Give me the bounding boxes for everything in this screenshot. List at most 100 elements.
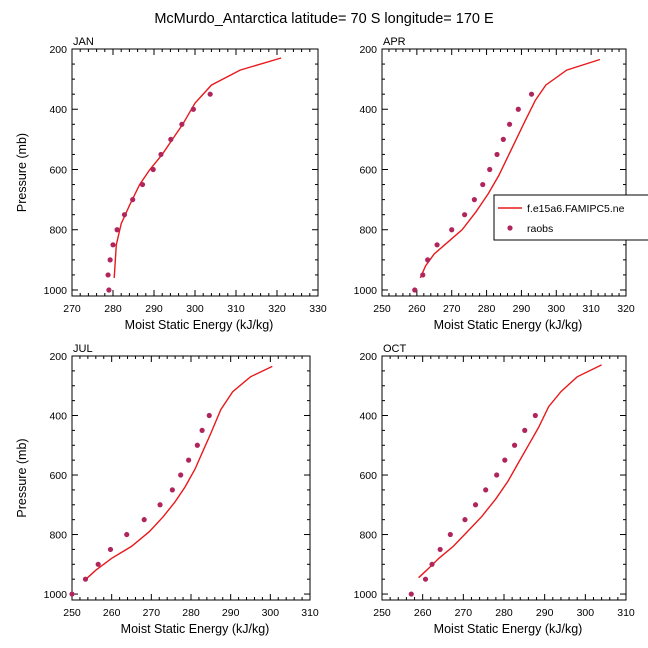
obs-point bbox=[124, 531, 130, 538]
legend-box bbox=[493, 194, 648, 241]
series-line-model bbox=[113, 57, 282, 278]
x-tick-label: 310 bbox=[582, 303, 600, 315]
y-tick-label: 600 bbox=[359, 470, 377, 482]
x-tick-label: 320 bbox=[268, 303, 286, 315]
y-axis-title: Pressure (mb) bbox=[15, 133, 29, 212]
obs-point bbox=[150, 166, 156, 173]
obs-point bbox=[121, 212, 128, 218]
y-tick-label: 200 bbox=[359, 44, 377, 56]
y-tick-label: 800 bbox=[49, 225, 67, 237]
obs-point bbox=[422, 576, 429, 582]
obs-point bbox=[194, 442, 200, 448]
obs-point bbox=[462, 517, 468, 523]
obs-point bbox=[437, 546, 443, 553]
plot-frame bbox=[71, 355, 311, 601]
x-tick-label: 260 bbox=[408, 303, 426, 315]
obs-point bbox=[480, 181, 486, 188]
y-tick-label: 800 bbox=[49, 530, 67, 542]
panel-jan: 270 280 290 300 310 320 330 200 400 600 800 1000 JAN… bbox=[15, 36, 327, 332]
legend: f.e15a6.FAMIPC5.ne raobs bbox=[493, 194, 648, 241]
obs-point bbox=[114, 227, 120, 233]
obs-point bbox=[69, 591, 75, 597]
y-axis-title: Pressure (mb) bbox=[15, 438, 29, 517]
y-tick-label: 600 bbox=[359, 164, 377, 176]
x-tick-label: 310 bbox=[227, 303, 245, 315]
obs-point bbox=[447, 531, 453, 538]
x-tick-label: 270 bbox=[63, 303, 81, 315]
obs-point bbox=[82, 576, 89, 582]
obs-point bbox=[130, 197, 136, 203]
x-axis-title: Moist Static Energy (kJ/kg) bbox=[121, 622, 270, 636]
x-tick-label: 250 bbox=[373, 607, 391, 619]
x-tick-label: 280 bbox=[478, 303, 496, 315]
y-tick-label: 1000 bbox=[44, 589, 68, 601]
panel-jul: 250 260 270 280 290 300 310 200 400 600 800 1000 JUL… bbox=[15, 343, 319, 636]
x-tick-label: 250 bbox=[373, 303, 391, 315]
chart-panels: 270 280 290 300 310 320 330 200 400 600 800 1000 JAN… bbox=[15, 36, 635, 636]
obs-point bbox=[528, 91, 535, 97]
y-tick-label: 1000 bbox=[44, 285, 68, 297]
obs-point bbox=[207, 91, 213, 97]
y-tick-label: 200 bbox=[359, 351, 377, 363]
series-line-model bbox=[419, 58, 601, 279]
x-tick-label: 300 bbox=[186, 303, 204, 315]
figure-title: McMurdo_Antarctica latitude= 70 S longit… bbox=[154, 11, 494, 27]
y-tick-label: 1000 bbox=[354, 285, 378, 297]
y-tick-label: 800 bbox=[359, 530, 377, 542]
obs-point bbox=[141, 517, 147, 523]
obs-point bbox=[462, 212, 468, 218]
panel-label: APR bbox=[383, 36, 406, 48]
x-tick-label: 280 bbox=[495, 607, 513, 619]
x-tick-label: 270 bbox=[455, 607, 473, 619]
x-tick-label: 280 bbox=[104, 303, 122, 315]
x-tick-label: 300 bbox=[577, 607, 595, 619]
panel-apr: 250 260 270 280 290 300 310 320 200 400 600 800 1000… bbox=[354, 36, 635, 332]
series-line-model bbox=[418, 364, 602, 579]
obs-point bbox=[420, 272, 426, 278]
x-tick-label: 290 bbox=[513, 303, 531, 315]
y-tick-label: 800 bbox=[359, 225, 377, 237]
panel-label: OCT bbox=[383, 343, 407, 355]
panel-oct: 250 260 270 280 290 300 310 200 400 600 800 1000 OCT… bbox=[354, 343, 635, 636]
y-tick-label: 600 bbox=[49, 164, 67, 176]
obs-point bbox=[157, 502, 163, 508]
x-tick-label: 280 bbox=[182, 607, 200, 619]
x-axis-title: Moist Static Energy (kJ/kg) bbox=[434, 318, 583, 332]
y-tick-label: 1000 bbox=[354, 589, 378, 601]
obs-point bbox=[449, 227, 455, 233]
legend-entry-label: raobs bbox=[527, 223, 553, 235]
obs-point bbox=[515, 106, 521, 112]
x-tick-label: 260 bbox=[414, 607, 432, 619]
x-tick-label: 330 bbox=[309, 303, 327, 315]
x-tick-label: 310 bbox=[301, 607, 319, 619]
x-tick-label: 270 bbox=[443, 303, 461, 315]
y-tick-label: 200 bbox=[49, 351, 67, 363]
obs-point bbox=[412, 287, 418, 293]
obs-point bbox=[434, 242, 440, 248]
obs-point bbox=[425, 257, 431, 263]
obs-point bbox=[471, 197, 477, 203]
obs-point bbox=[139, 181, 146, 188]
x-tick-label: 320 bbox=[617, 303, 635, 315]
obs-point bbox=[429, 561, 435, 567]
y-tick-label: 200 bbox=[49, 44, 67, 56]
x-tick-label: 300 bbox=[262, 607, 280, 619]
legend-marker-swatch bbox=[507, 225, 513, 231]
x-tick-label: 270 bbox=[143, 607, 161, 619]
x-axis-title: Moist Static Energy (kJ/kg) bbox=[125, 318, 274, 332]
obs-point bbox=[178, 472, 184, 478]
obs-point bbox=[483, 487, 489, 493]
obs-point bbox=[168, 136, 174, 142]
obs-point bbox=[494, 151, 500, 158]
plot-frame bbox=[381, 355, 627, 601]
obs-point bbox=[494, 472, 500, 478]
y-tick-label: 600 bbox=[49, 470, 67, 482]
series-line-model bbox=[85, 365, 273, 580]
x-tick-label: 300 bbox=[548, 303, 566, 315]
obs-point bbox=[199, 427, 205, 433]
obs-point bbox=[110, 242, 116, 248]
obs-point bbox=[190, 106, 196, 112]
obs-point bbox=[408, 591, 414, 597]
obs-point bbox=[532, 412, 538, 419]
